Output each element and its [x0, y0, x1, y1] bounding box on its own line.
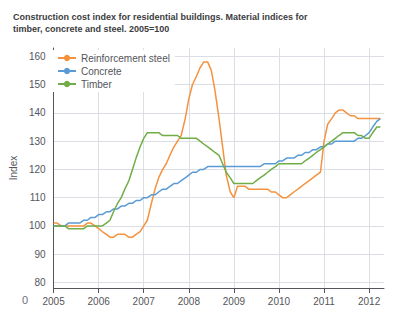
svg-text:2010: 2010	[268, 296, 291, 307]
svg-text:140: 140	[29, 107, 46, 118]
svg-text:2009: 2009	[223, 296, 246, 307]
svg-text:Construction cost index for re: Construction cost index for residential …	[13, 12, 308, 22]
svg-text:160: 160	[29, 51, 46, 62]
svg-text:timber, concrete and steel. 20: timber, concrete and steel. 2005=100	[13, 24, 169, 34]
svg-text:2006: 2006	[88, 296, 111, 307]
svg-text:150: 150	[29, 79, 46, 90]
svg-text:2011: 2011	[313, 296, 335, 307]
svg-text:2012: 2012	[358, 296, 381, 307]
svg-text:0: 0	[22, 294, 28, 306]
svg-text:2007: 2007	[133, 296, 156, 307]
svg-text:2005: 2005	[42, 296, 65, 307]
svg-text:110: 110	[30, 192, 46, 203]
svg-text:130: 130	[29, 136, 46, 147]
svg-text:Index: Index	[8, 156, 19, 180]
svg-text:120: 120	[29, 164, 46, 175]
svg-text:80: 80	[34, 277, 46, 288]
svg-text:Concrete: Concrete	[81, 66, 122, 77]
svg-text:Timber: Timber	[81, 79, 112, 90]
svg-text:100: 100	[29, 220, 46, 231]
svg-text:2008: 2008	[178, 296, 201, 307]
svg-text:Reinforcement steel: Reinforcement steel	[81, 53, 170, 64]
svg-text:90: 90	[34, 249, 46, 260]
